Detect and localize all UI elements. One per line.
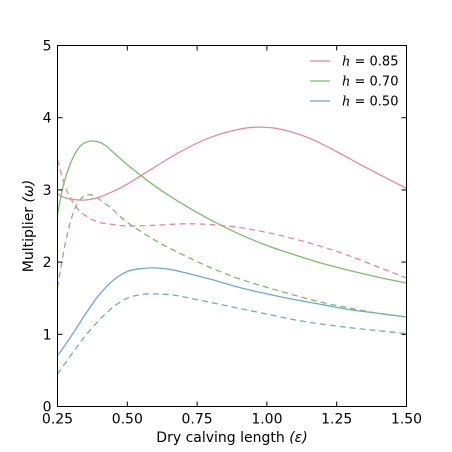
series-line-3-solid <box>56 267 407 357</box>
x-tick-label: 1.50 <box>391 412 422 428</box>
x-tick-label: 1.00 <box>251 412 282 428</box>
y-tick-label: 0 <box>43 400 52 416</box>
series-line-2-solid <box>56 140 407 284</box>
y-axis-label: Multiplier (ω) <box>21 180 37 272</box>
legend-label: h = 0.70 <box>342 75 398 90</box>
legend: h = 0.85 h = 0.70 h = 0.50 <box>310 55 398 110</box>
x-tick-label: 0.25 <box>42 412 73 428</box>
series-line-4-dashed <box>56 159 407 279</box>
legend-label: h = 0.85 <box>342 55 398 70</box>
series-line-5-dashed <box>56 194 407 318</box>
y-tick-label: 4 <box>43 111 52 127</box>
x-tick-label: 0.50 <box>112 412 143 428</box>
y-tick-label: 1 <box>43 327 52 343</box>
y-tick-label: 5 <box>43 39 52 55</box>
x-axis-label: Dry calving length (ε) <box>156 430 307 446</box>
x-tick-label: 1.25 <box>321 412 352 428</box>
x-tick-label: 0.75 <box>182 412 213 428</box>
y-tick-label: 3 <box>43 183 52 199</box>
series-line-1-solid <box>57 126 407 201</box>
plot-frame <box>57 45 407 407</box>
series-layer <box>56 126 407 375</box>
y-tick-label: 2 <box>43 255 52 271</box>
legend-label: h = 0.50 <box>342 95 398 110</box>
series-line-6-dashed <box>56 293 407 375</box>
tick-layer: 0.25 0.50 0.75 1.00 1.25 1.50 0 1 2 3 4 5 <box>42 39 422 428</box>
